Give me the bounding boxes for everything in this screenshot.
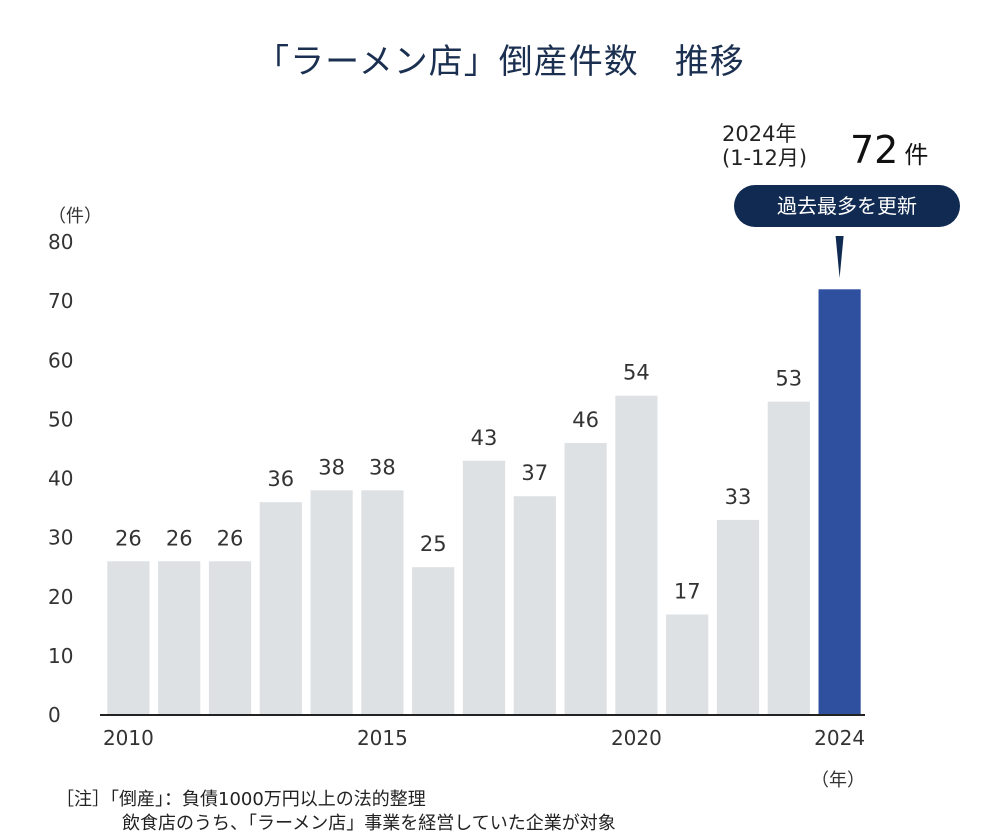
y-tick-label-20: 20 — [48, 585, 73, 609]
bar-2016 — [412, 567, 455, 715]
y-axis-unit: （件） — [48, 206, 102, 227]
data-label-2021: 17 — [674, 579, 701, 603]
data-label-2012: 26 — [217, 526, 244, 550]
data-label-2013: 36 — [267, 467, 294, 491]
data-label-2022: 33 — [725, 485, 752, 509]
bar-2021 — [666, 614, 709, 715]
bar-2017 — [462, 460, 506, 715]
y-tick-label-60: 60 — [48, 348, 73, 372]
x-tick-label-2024: 2024 — [814, 726, 865, 750]
y-tick-label-0: 0 — [48, 703, 61, 727]
note-line-1: ［注］「倒産」：負債1000万円以上の法的整理 — [56, 789, 426, 810]
bar-2019 — [564, 443, 607, 715]
callout-period-months: (1-12月) — [722, 146, 808, 170]
y-tick-label-10: 10 — [48, 644, 73, 668]
x-tick-label-2010: 2010 — [103, 726, 154, 750]
y-tick-label-70: 70 — [48, 289, 73, 313]
data-label-2023: 53 — [775, 367, 802, 391]
y-tick-label-80: 80 — [48, 230, 73, 254]
data-label-2016: 25 — [420, 532, 447, 556]
bar-2022 — [716, 519, 760, 715]
note-line-2: 飲食店のうち、「ラーメン店」事業を経営していた企業が対象 — [122, 813, 616, 834]
data-label-2015: 38 — [369, 455, 396, 479]
callout-pointer — [835, 236, 844, 278]
bar-2014 — [310, 490, 353, 715]
bar-2013 — [259, 502, 302, 715]
bar-2020 — [615, 395, 658, 715]
record-high-badge: 過去最多を更新 — [734, 185, 960, 227]
bar-2012 — [208, 561, 252, 715]
chart-title-suffix: 推移 — [674, 42, 745, 82]
data-label-2010: 26 — [115, 526, 142, 550]
callout-period: 2024年 (1-12月) — [722, 122, 807, 170]
callout-value-number: 72 — [850, 128, 899, 172]
y-tick-label-50: 50 — [48, 407, 73, 431]
callout-value-unit: 件 — [904, 141, 929, 169]
callout-period-year: 2024年 — [722, 122, 797, 146]
bar-2011 — [158, 561, 201, 715]
bar-2024 — [818, 289, 861, 715]
x-axis-unit: （年） — [811, 770, 865, 791]
data-label-2018: 37 — [521, 461, 548, 485]
bar-2010 — [107, 561, 150, 715]
x-tick-label-2015: 2015 — [357, 726, 408, 750]
data-label-2014: 38 — [318, 455, 345, 479]
y-tick-label-40: 40 — [48, 467, 73, 491]
chart-title-main: 「ラーメン店」倒産件数 — [255, 42, 639, 82]
data-label-2017: 43 — [471, 426, 498, 450]
data-label-2019: 46 — [572, 408, 599, 432]
x-tick-label-2020: 2020 — [611, 726, 662, 750]
callout-value: 72 件 — [850, 128, 928, 172]
data-label-2011: 26 — [166, 526, 193, 550]
bar-2015 — [361, 490, 404, 715]
bar-2018 — [513, 496, 556, 715]
data-label-2020: 54 — [623, 361, 650, 385]
chart-notes: ［注］「倒産」：負債1000万円以上の法的整理 飲食店のうち、「ラーメン店」事業… — [56, 788, 616, 836]
bar-2023 — [767, 401, 810, 715]
y-tick-label-30: 30 — [48, 526, 73, 550]
chart-title: 「ラーメン店」倒産件数 推移 — [0, 34, 1000, 83]
